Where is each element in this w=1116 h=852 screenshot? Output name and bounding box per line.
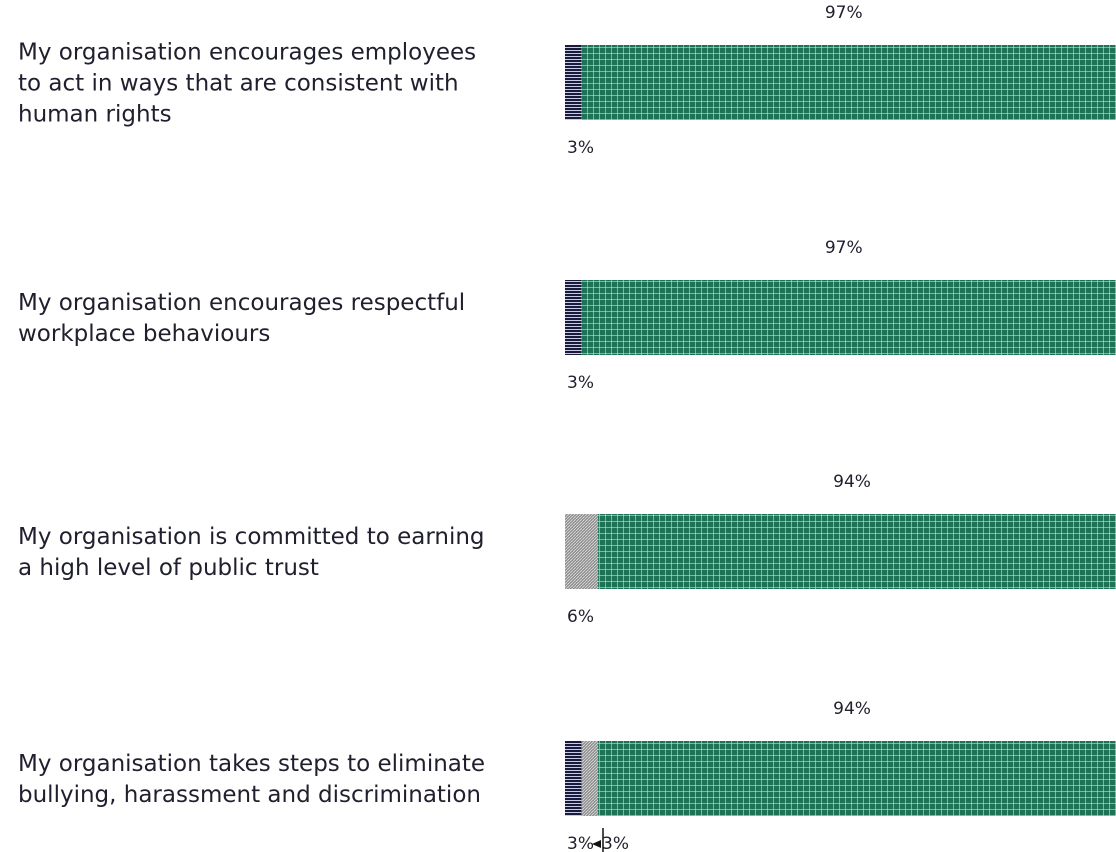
category-label: My organisation encourages respectful wor… <box>18 290 465 347</box>
value-label: 97% <box>825 3 863 23</box>
bar-segment <box>581 741 599 816</box>
value-label: 94% <box>833 472 871 492</box>
bars <box>565 45 1116 816</box>
bar-segment <box>565 280 582 355</box>
bar-segment <box>581 45 1116 120</box>
category-labels: My organisation encourages employees to a… <box>18 40 485 809</box>
bar-segment <box>565 741 582 816</box>
category-label: My organisation takes steps to eliminate… <box>18 751 485 808</box>
value-label: 3% <box>567 373 594 393</box>
bar-segment <box>598 514 1116 589</box>
value-label: 97% <box>825 238 863 258</box>
bar-segment <box>598 741 1116 816</box>
value-label: 94% <box>833 699 871 719</box>
bar-segment <box>565 45 582 120</box>
value-labels: 97% 3% 97% 3% 94% 6% 94% 3% 3% <box>567 3 871 852</box>
leader-arrow <box>592 840 601 848</box>
value-label: 3% <box>567 138 594 158</box>
value-label: 3% <box>567 834 594 852</box>
category-label: My organisation encourages employees to a… <box>18 40 476 128</box>
category-label: My organisation is committed to earning a… <box>18 524 485 581</box>
value-label: 3% <box>602 834 629 852</box>
bar-segment <box>581 280 1116 355</box>
value-label: 6% <box>567 607 594 627</box>
bar-segment <box>565 514 599 589</box>
